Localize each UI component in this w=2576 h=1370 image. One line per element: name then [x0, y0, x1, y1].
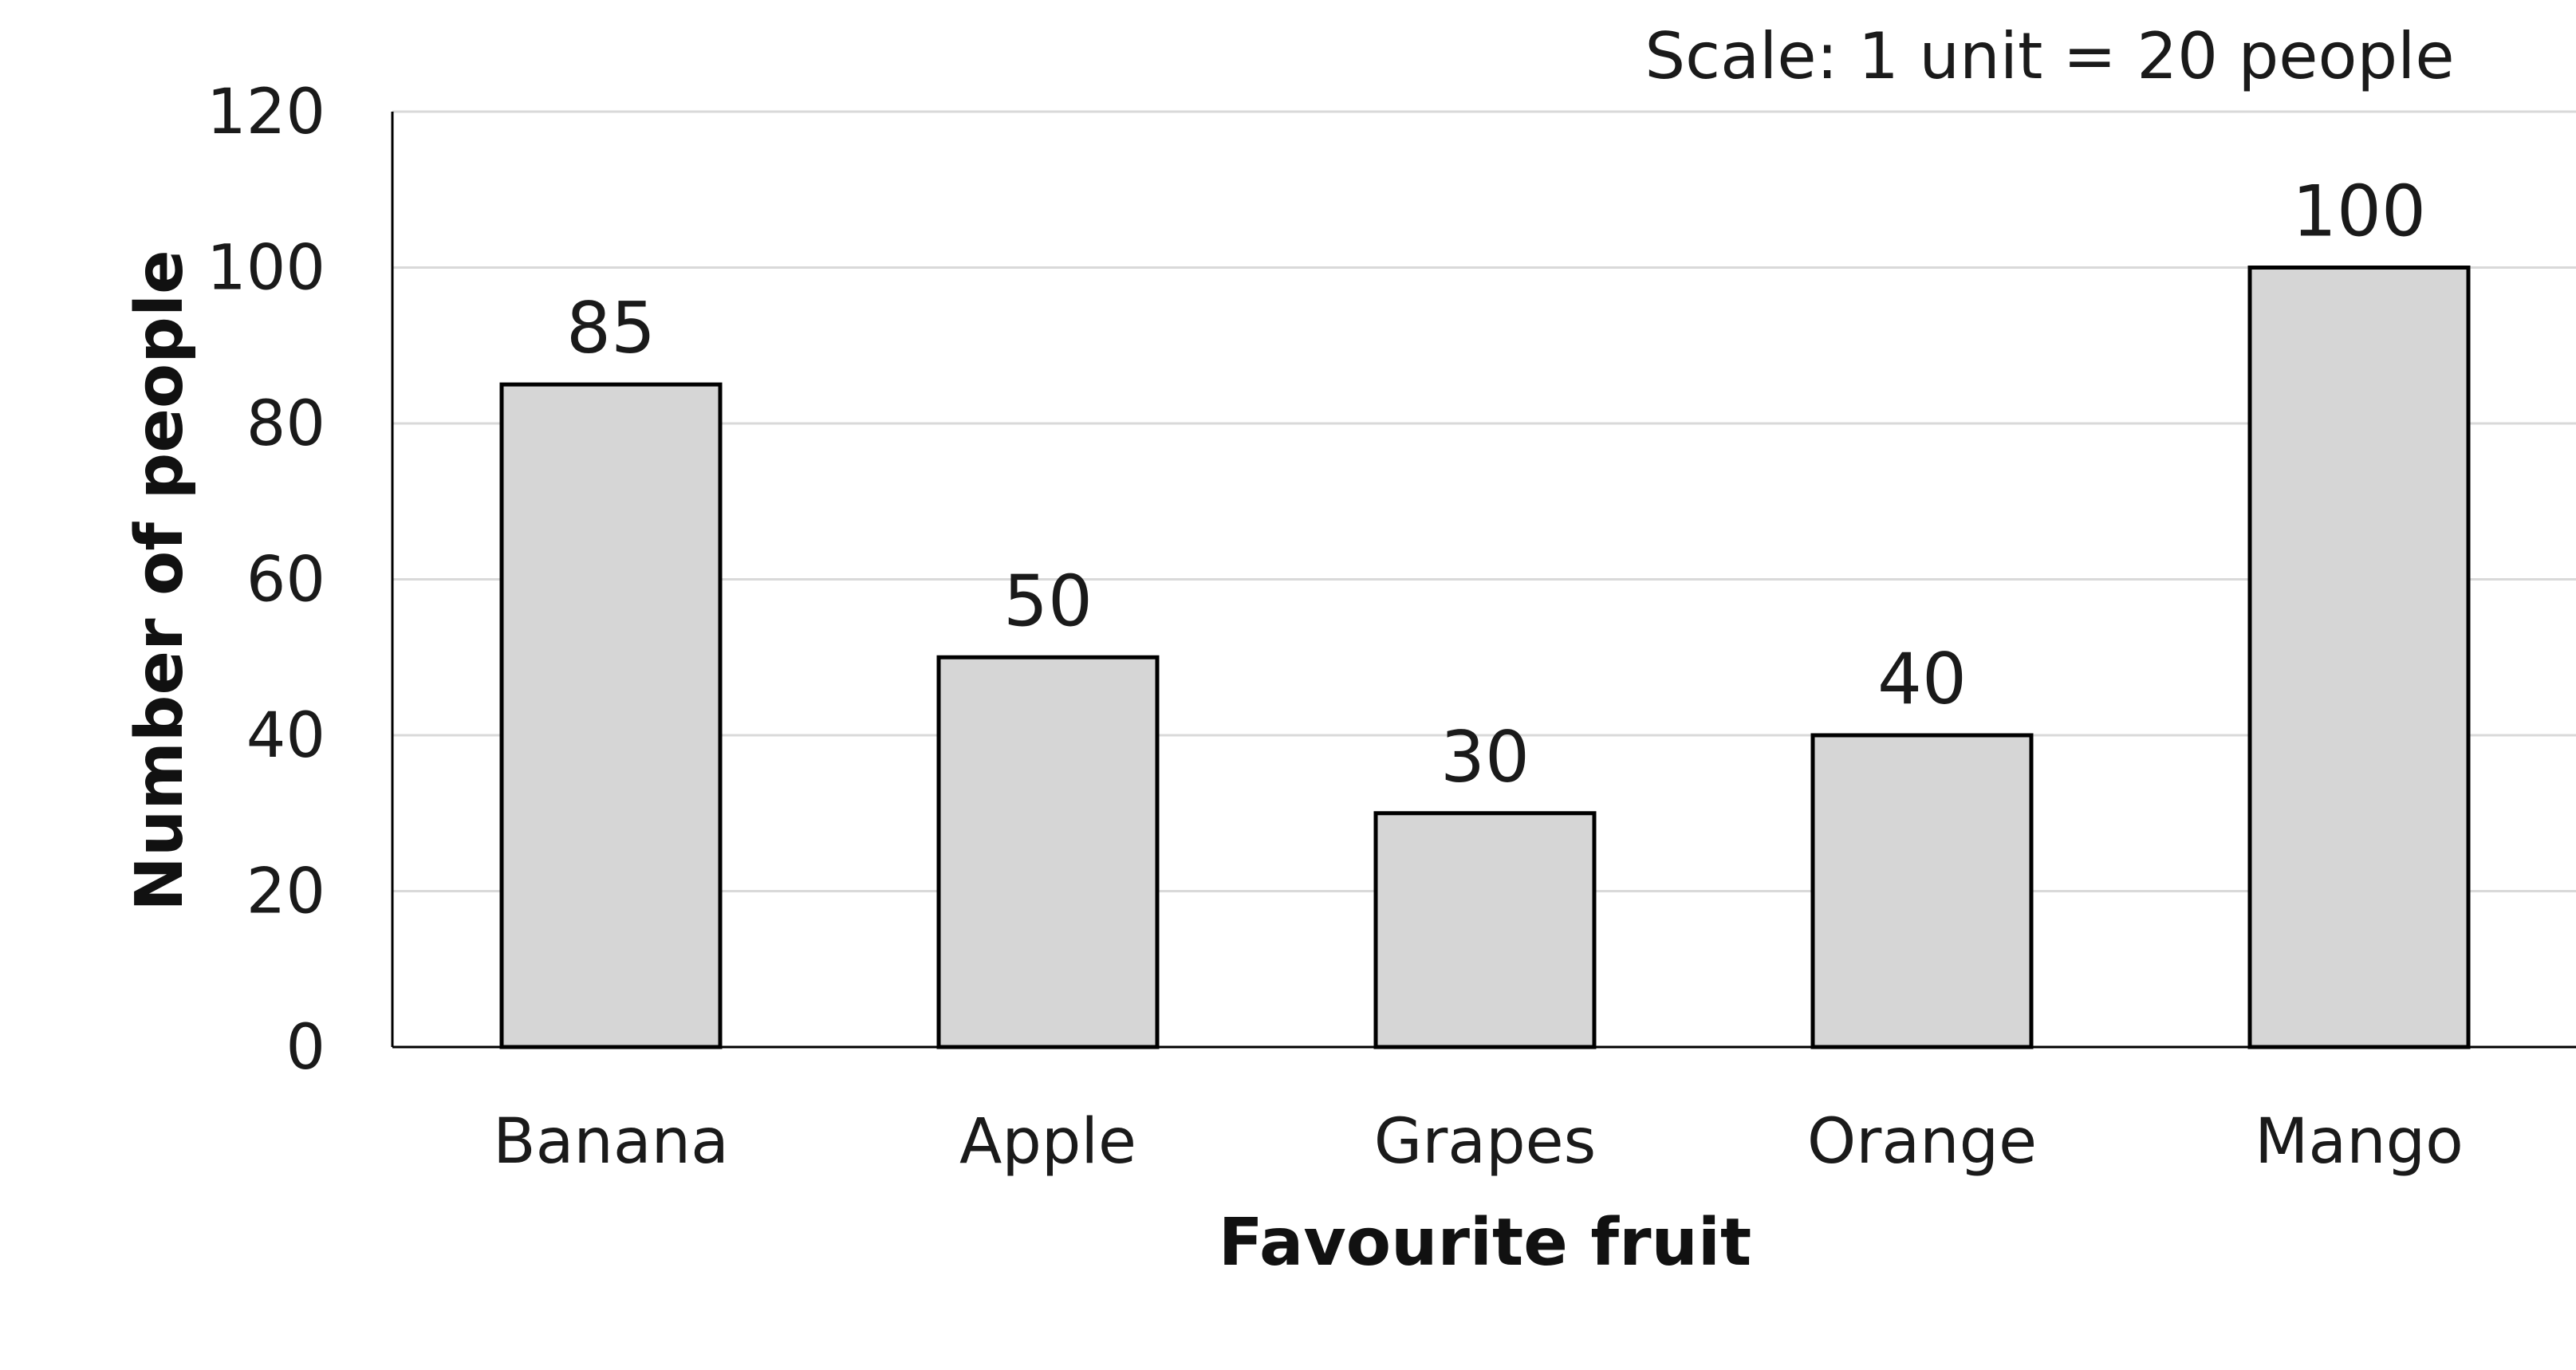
y-tick-labels: 0 20 40 60 80 100 120	[207, 77, 325, 1084]
y-axis-title: Number of people	[122, 250, 198, 911]
data-label-grapes: 30	[1440, 716, 1530, 798]
y-tick-label-0: 0	[286, 1012, 325, 1084]
scale-annotation: Scale: 1 unit = 20 people	[1644, 19, 2454, 93]
x-tick-labels: Banana Apple Grapes Orange Mango	[493, 1106, 2464, 1178]
bar-apple	[936, 655, 1160, 1049]
bars	[499, 266, 2471, 1049]
bar-mango	[2247, 266, 2471, 1049]
x-tick-label-orange: Orange	[1807, 1106, 2037, 1178]
bar-grapes	[1373, 811, 1597, 1049]
y-tick-label-40: 40	[246, 700, 325, 772]
x-tick-label-mango: Mango	[2255, 1106, 2464, 1178]
y-tick-label-100: 100	[207, 233, 325, 305]
x-tick-label-grapes: Grapes	[1374, 1106, 1596, 1178]
axes	[391, 112, 2576, 1049]
gridlines	[392, 110, 2576, 892]
bar-banana	[499, 382, 723, 1049]
data-label-orange: 40	[1877, 638, 1967, 720]
y-tick-label-20: 20	[246, 856, 325, 928]
bar-orange	[1810, 733, 2034, 1049]
data-labels: 85 50 30 40 100	[566, 171, 2426, 798]
data-label-apple: 50	[1003, 560, 1093, 642]
x-tick-label-apple: Apple	[959, 1106, 1136, 1178]
data-label-mango: 100	[2292, 171, 2426, 253]
y-tick-label-80: 80	[246, 388, 325, 460]
y-tick-label-60: 60	[246, 545, 325, 616]
x-axis-title: Favourite fruit	[1219, 1205, 1751, 1281]
x-tick-label-banana: Banana	[493, 1106, 729, 1178]
y-tick-label-120: 120	[207, 77, 325, 148]
data-label-banana: 85	[566, 287, 656, 369]
